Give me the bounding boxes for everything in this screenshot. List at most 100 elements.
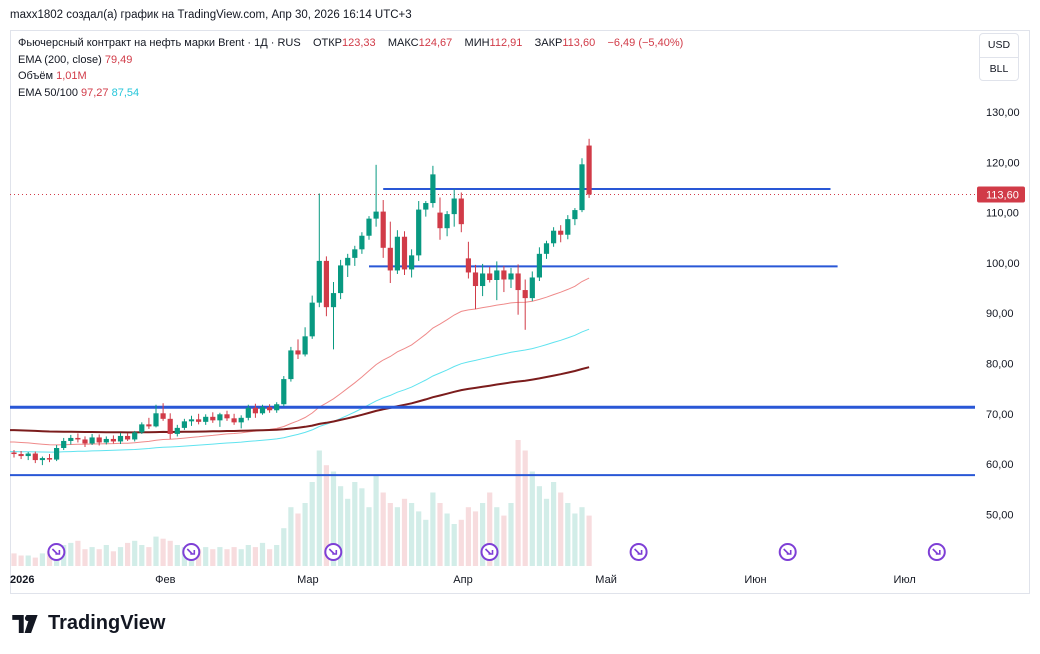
volume-bar bbox=[281, 528, 287, 566]
candle-body bbox=[501, 270, 507, 280]
volume-bar bbox=[167, 540, 173, 566]
last-price-badge-text: 113,60 bbox=[986, 189, 1019, 201]
legend-ema50-100-row[interactable]: EMA 50/100 97,27 87,54 bbox=[18, 85, 683, 102]
candle-body bbox=[338, 265, 344, 294]
volume-bar bbox=[274, 545, 280, 566]
event-marker-icon[interactable] bbox=[778, 543, 797, 561]
candle-body bbox=[181, 421, 187, 428]
volume-bar bbox=[153, 536, 159, 566]
candle-body bbox=[330, 293, 337, 308]
candle-body bbox=[437, 212, 443, 229]
candle-body bbox=[82, 439, 88, 444]
candle-body bbox=[18, 454, 24, 457]
volume-bar bbox=[472, 511, 479, 566]
candle-body bbox=[352, 249, 358, 258]
volume-bar bbox=[387, 503, 393, 566]
event-marker-icon[interactable] bbox=[927, 543, 946, 561]
volume-bar bbox=[366, 507, 372, 566]
candle-body bbox=[11, 452, 17, 455]
volume-bar bbox=[217, 547, 223, 566]
candle-body bbox=[380, 211, 386, 248]
low-value: 112,91 bbox=[489, 37, 523, 49]
last-price-badge-bg bbox=[977, 186, 1025, 203]
volume-bar bbox=[82, 549, 88, 566]
price-tick-label: 70,00 bbox=[986, 409, 1014, 421]
candle-body bbox=[252, 407, 258, 414]
candle-body bbox=[579, 164, 585, 211]
event-marker-icon[interactable] bbox=[480, 543, 499, 561]
volume-bar bbox=[394, 507, 400, 566]
candle-body bbox=[39, 458, 45, 461]
time-tick-label: Мар bbox=[297, 574, 319, 586]
volume-bar bbox=[160, 538, 166, 566]
volume-bar bbox=[25, 555, 31, 566]
currency-label[interactable]: USD bbox=[987, 39, 1011, 51]
price-axis[interactable]: 130,00 120,00 110,00 100,00 90,00 80,00 70,00 6… bbox=[986, 107, 1020, 521]
event-marker-icon[interactable] bbox=[182, 543, 201, 561]
volume-bar bbox=[373, 475, 379, 566]
candle-body bbox=[267, 407, 273, 411]
volume-bar bbox=[259, 542, 266, 566]
candle-body bbox=[522, 290, 528, 299]
candle-body bbox=[61, 440, 67, 449]
price-tick-label: 110,00 bbox=[986, 208, 1019, 220]
candle-body bbox=[174, 427, 180, 434]
close-value: 113,60 bbox=[562, 37, 596, 49]
candle-body bbox=[245, 407, 251, 418]
volume-bar bbox=[494, 507, 500, 566]
volume-bar bbox=[302, 503, 308, 566]
price-tick-label: 60,00 bbox=[986, 459, 1014, 471]
legend-volume-row[interactable]: Объём 1,01M bbox=[18, 68, 683, 85]
volume-bar bbox=[267, 549, 273, 566]
candle-body bbox=[458, 198, 464, 225]
volume-bar bbox=[536, 486, 542, 566]
event-marker-icon[interactable] bbox=[47, 543, 66, 561]
currency-unit-selector[interactable]: USD BLL bbox=[979, 33, 1019, 81]
time-axis[interactable]: 2026 Фев Мар Апр Май Июн Июл bbox=[10, 574, 916, 586]
volume-bar bbox=[132, 540, 138, 566]
low-label: МИН bbox=[464, 37, 490, 49]
high-value: 124,67 bbox=[418, 37, 453, 49]
candle-body bbox=[96, 437, 102, 443]
volume-bar bbox=[579, 507, 585, 566]
instrument-title[interactable]: Фьючерсный контракт на нефть марки Brent… bbox=[18, 37, 301, 49]
legend-main-row: Фьючерсный контракт на нефть марки Brent… bbox=[18, 35, 683, 52]
candle-body bbox=[487, 273, 493, 281]
unit-label[interactable]: BLL bbox=[980, 57, 1018, 80]
volume-bar bbox=[458, 519, 464, 566]
candle-body bbox=[75, 437, 81, 440]
event-markers[interactable] bbox=[47, 543, 946, 561]
volume-bar bbox=[203, 547, 209, 566]
tradingview-logo: TradingView bbox=[12, 612, 165, 635]
horizontal-levels[interactable] bbox=[10, 187, 975, 477]
event-marker-icon[interactable] bbox=[629, 543, 648, 561]
legend-ema200-row[interactable]: EMA (200, close) 79,49 bbox=[18, 52, 683, 69]
open-label: ОТКР bbox=[312, 37, 342, 49]
open-value: 123,33 bbox=[341, 37, 376, 49]
candle-body bbox=[465, 258, 471, 273]
volume-bar bbox=[565, 503, 571, 566]
volume-bar bbox=[323, 465, 329, 566]
volume-bar bbox=[46, 551, 53, 566]
time-tick-label: Июл bbox=[894, 574, 916, 586]
candle-body bbox=[231, 418, 237, 423]
ema50-line[interactable] bbox=[10, 277, 590, 446]
price-tick-label: 50,00 bbox=[986, 509, 1014, 521]
volume-bar bbox=[465, 507, 471, 566]
candle-body bbox=[529, 277, 535, 299]
volume-bar bbox=[146, 547, 152, 566]
volume-bar bbox=[359, 488, 365, 566]
candle-body bbox=[32, 453, 38, 461]
candle-body bbox=[401, 236, 408, 270]
ema100-line[interactable] bbox=[10, 328, 590, 453]
candle-body bbox=[416, 209, 422, 256]
ema200-line[interactable] bbox=[10, 366, 590, 434]
candle-body bbox=[472, 272, 479, 287]
event-marker-icon[interactable] bbox=[324, 543, 343, 561]
time-tick-label: Апр bbox=[453, 574, 472, 586]
volume-bar bbox=[345, 498, 351, 566]
candle-body bbox=[68, 437, 74, 441]
candle-body bbox=[281, 379, 287, 405]
candle-body bbox=[125, 435, 131, 440]
